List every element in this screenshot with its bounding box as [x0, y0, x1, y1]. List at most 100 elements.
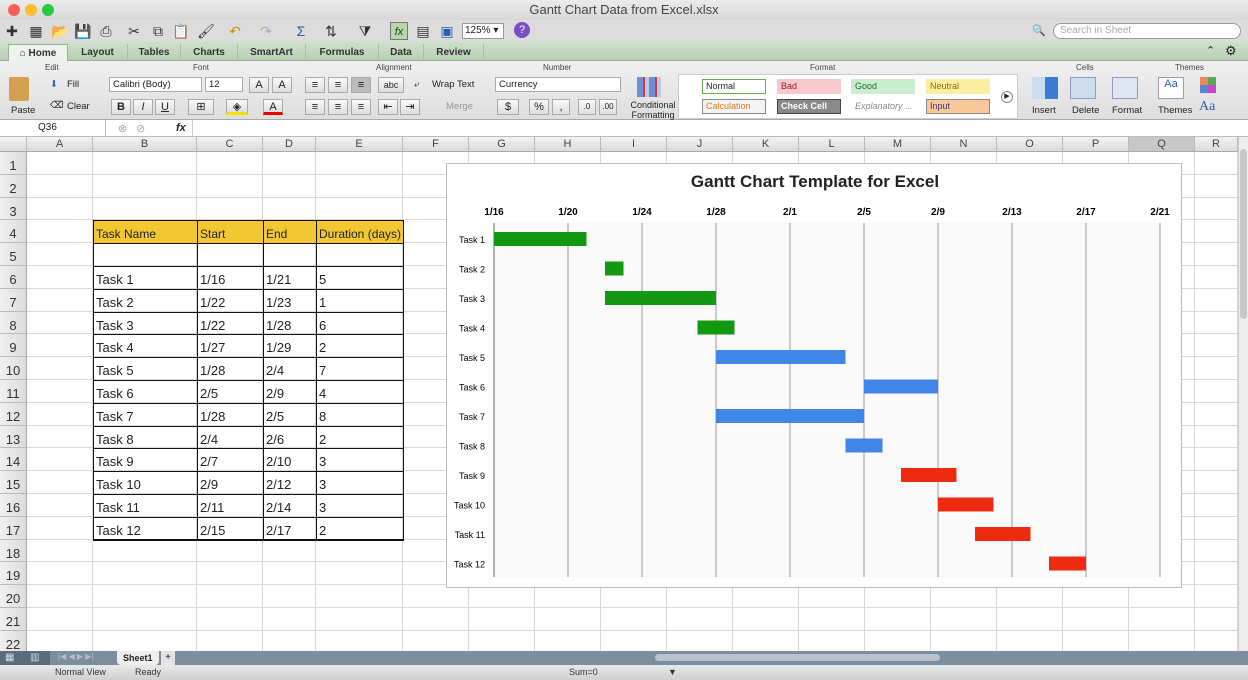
table-cell[interactable]: Task 3: [96, 317, 134, 333]
redo-icon[interactable]: ↷: [260, 23, 272, 39]
autosum-icon[interactable]: Σ: [296, 23, 306, 39]
row-header-20[interactable]: 20: [0, 585, 27, 608]
table-cell[interactable]: 2/14: [266, 500, 292, 515]
settings-gear-icon[interactable]: ⚙: [1225, 43, 1237, 58]
horizontal-scroll-thumb[interactable]: [655, 654, 940, 661]
table-cell[interactable]: 7: [319, 363, 327, 379]
table-cell[interactable]: Task 8: [96, 431, 134, 447]
cell-style-neutral[interactable]: Neutral: [926, 79, 990, 94]
table-cell[interactable]: 2/5: [266, 408, 285, 424]
new-icon[interactable]: ✚: [6, 23, 18, 39]
tab-formulas[interactable]: Formulas: [306, 44, 379, 61]
print-icon[interactable]: ⎙: [100, 23, 112, 39]
table-cell[interactable]: 2/17: [266, 522, 292, 538]
table-cell[interactable]: Task 12: [96, 522, 141, 538]
save-icon[interactable]: 💾: [74, 23, 92, 39]
row-header-9[interactable]: 9: [0, 334, 27, 358]
column-header-Q[interactable]: Q: [1129, 137, 1195, 152]
italic-button[interactable]: I: [133, 99, 153, 115]
insert-function-icon[interactable]: fx: [176, 122, 186, 134]
tab-charts[interactable]: Charts: [181, 44, 238, 61]
zoom-select[interactable]: 125% ▾: [462, 23, 504, 39]
open-icon[interactable]: 📂: [51, 23, 69, 39]
table-cell[interactable]: 2/11: [200, 500, 225, 515]
currency-format-icon[interactable]: $: [497, 99, 519, 115]
cell-style-calculation[interactable]: Calculation: [702, 99, 766, 114]
fill-button[interactable]: Fill: [67, 79, 80, 90]
sheet-tab-sheet1[interactable]: Sheet1: [117, 651, 159, 665]
row-header-19[interactable]: 19: [0, 562, 27, 586]
column-header-K[interactable]: K: [733, 137, 799, 152]
paste-clipboard-icon[interactable]: [9, 77, 29, 101]
decrease-indent-icon[interactable]: ⇤: [378, 99, 398, 115]
conditional-formatting-icon[interactable]: [637, 77, 661, 97]
select-all-corner[interactable]: [0, 137, 27, 152]
cell-style-bad[interactable]: Bad: [777, 79, 841, 94]
cell-style-input[interactable]: Input: [926, 99, 990, 114]
column-header-G[interactable]: G: [469, 137, 535, 152]
tab-home[interactable]: ⌂ Home: [8, 44, 68, 61]
table-cell[interactable]: 1/28: [200, 408, 226, 424]
templates-icon[interactable]: ▦: [29, 23, 43, 39]
themes-button[interactable]: Themes: [1158, 105, 1193, 116]
table-cell[interactable]: 2/10: [266, 454, 292, 470]
help-icon[interactable]: ?: [514, 22, 530, 38]
table-cell[interactable]: 2/12: [266, 477, 292, 493]
clear-button[interactable]: Clear: [67, 101, 90, 112]
column-header-O[interactable]: O: [997, 137, 1063, 152]
table-cell[interactable]: 8: [319, 408, 327, 424]
percent-icon[interactable]: %: [529, 99, 549, 115]
show-hide-icon[interactable]: ▤: [416, 23, 430, 39]
table-cell[interactable]: 2/4: [266, 363, 285, 379]
increase-decimal-icon[interactable]: .0: [578, 99, 596, 115]
merge-button[interactable]: Merge: [446, 101, 473, 112]
increase-indent-icon[interactable]: ⇥: [400, 99, 420, 115]
row-header-7[interactable]: 7: [0, 288, 27, 312]
table-cell[interactable]: 1/28: [266, 317, 292, 333]
undo-icon[interactable]: ↶: [229, 23, 241, 39]
column-header-E[interactable]: E: [316, 137, 403, 152]
worksheet-grid[interactable]: A B C D E F G H I J K L M N O P Q R 1 2 3 4 5 6 7 8 9 10 11 12 13 14 15 1…: [0, 137, 1238, 651]
align-left-icon[interactable]: ≡: [305, 99, 325, 115]
status-sum[interactable]: Sum=0: [569, 667, 598, 677]
row-header-21[interactable]: 21: [0, 608, 27, 631]
font-color-icon[interactable]: A: [263, 99, 283, 115]
table-header-start[interactable]: Start: [200, 227, 226, 242]
cell-style-good[interactable]: Good: [851, 79, 915, 94]
insert-cells-icon[interactable]: [1032, 77, 1058, 99]
vertical-scrollbar[interactable]: [1238, 137, 1248, 651]
filter-icon[interactable]: ⧩: [358, 23, 372, 39]
close-window-button[interactable]: [8, 4, 20, 16]
table-cell[interactable]: 1/27: [200, 340, 226, 356]
sheet-nav-arrows[interactable]: |◀ ◀ ▶ ▶|: [58, 652, 94, 661]
column-header-B[interactable]: B: [93, 137, 197, 152]
column-header-D[interactable]: D: [263, 137, 316, 152]
minimize-window-button[interactable]: [25, 4, 37, 16]
underline-button[interactable]: U: [155, 99, 175, 115]
tab-data[interactable]: Data: [379, 44, 424, 61]
name-box[interactable]: Q36: [0, 120, 106, 136]
table-cell[interactable]: 6: [319, 317, 327, 333]
column-header-L[interactable]: L: [799, 137, 865, 152]
table-cell[interactable]: 1/22: [200, 294, 226, 310]
conditional-formatting-button[interactable]: Conditional Formatting: [630, 100, 676, 120]
enter-icon[interactable]: ⊘: [136, 123, 146, 135]
zoom-window-button[interactable]: [42, 4, 54, 16]
normal-view-icon[interactable]: ▦: [5, 652, 15, 663]
table-cell[interactable]: 2: [319, 340, 327, 356]
formula-builder-icon[interactable]: fx: [390, 22, 408, 40]
theme-colors-icon[interactable]: [1200, 77, 1216, 93]
table-cell[interactable]: 1/28: [200, 363, 226, 379]
table-cell[interactable]: 1/22: [200, 317, 226, 333]
column-header-C[interactable]: C: [197, 137, 263, 152]
sort-icon[interactable]: ⇅: [325, 23, 337, 39]
table-cell[interactable]: 2/15: [200, 522, 226, 538]
delete-button[interactable]: Delete: [1072, 105, 1100, 116]
font-name-select[interactable]: Calibri (Body): [109, 77, 202, 92]
column-header-N[interactable]: N: [931, 137, 997, 152]
insert-button[interactable]: Insert: [1032, 105, 1056, 116]
align-bottom-icon[interactable]: ≡: [351, 77, 371, 93]
align-middle-icon[interactable]: ≡: [328, 77, 348, 93]
cancel-icon[interactable]: ⊗: [118, 123, 128, 135]
column-header-P[interactable]: P: [1063, 137, 1129, 152]
